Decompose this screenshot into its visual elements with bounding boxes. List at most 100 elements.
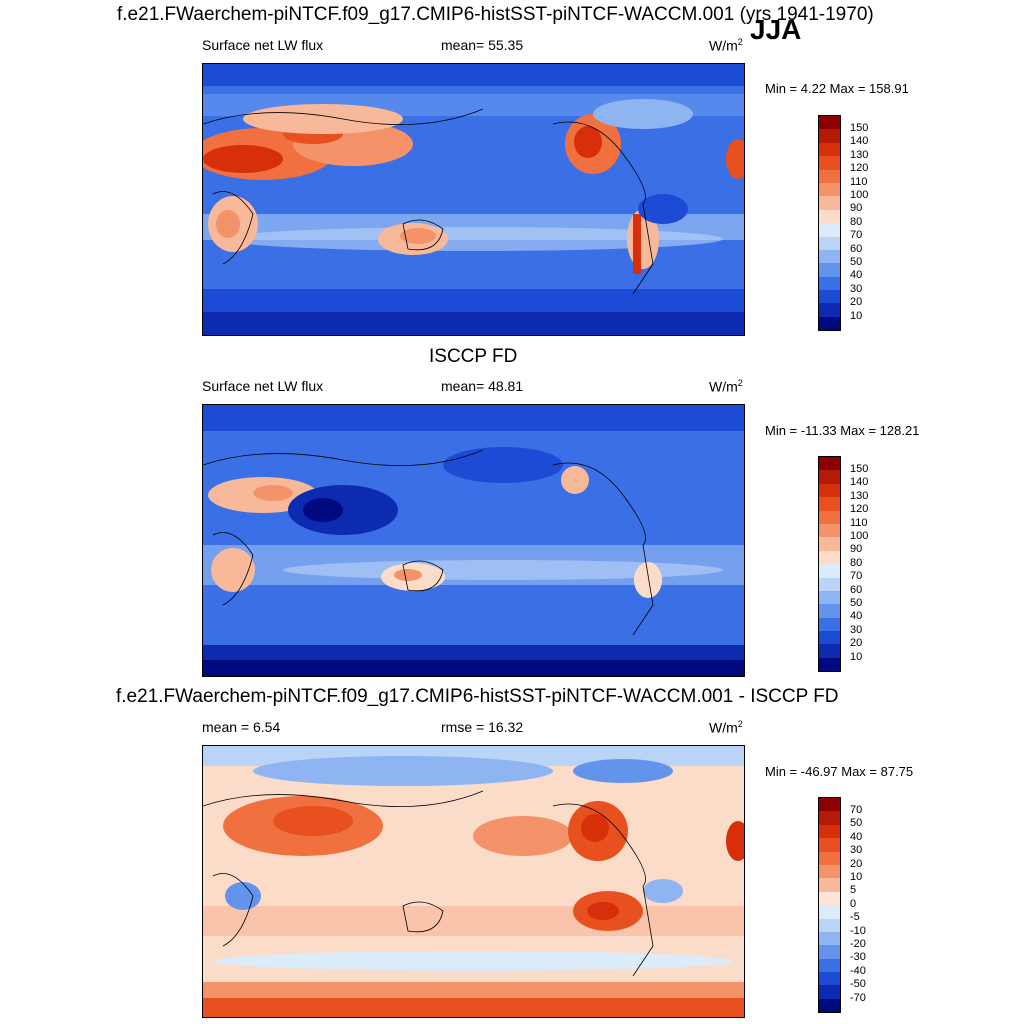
panel2-colorbar-tick-label: 140: [850, 476, 869, 489]
panel3-colorbar-swatch: [819, 918, 840, 932]
panel1-minmax: Min = 4.22 Max = 158.91: [765, 81, 909, 96]
panel1-colorbar-swatch: [819, 142, 840, 157]
panel1-colorbar-tick-label: 120: [850, 162, 869, 175]
season-label: JJA: [750, 14, 802, 45]
panel1-colorbar-swatch: [819, 303, 840, 317]
panel1-colorbar-swatch: [819, 209, 840, 224]
panel1-map: [202, 63, 745, 336]
panel1-colorbar-tick-label: 50: [850, 255, 863, 268]
panel3-colorbar-tick-label: -30: [850, 951, 866, 964]
panel3-colorbar-swatch: [819, 905, 840, 919]
panel2-colorbar-swatch: [819, 537, 840, 551]
panel2-colorbar-swatch: [819, 631, 840, 645]
panel2-colorbar-tick-label: 110: [850, 516, 868, 529]
panel1-mean: mean= 55.35: [441, 37, 524, 53]
panel3-colorbar-tick-label: 20: [850, 857, 863, 870]
panel2-colorbar-tick-label: 30: [850, 623, 863, 636]
panel2-title: ISCCP FD: [429, 346, 518, 367]
panel1-colorbar-swatch: [819, 249, 840, 264]
panel3-colorbar-tick-label: 30: [850, 844, 863, 857]
panel1-colorbar-swatch: [819, 182, 840, 197]
panel1-colorbar-tick-label: 20: [850, 296, 863, 309]
panel2-mean: mean= 48.81: [441, 378, 524, 394]
panel3-colorbar-swatch: [819, 931, 840, 946]
panel1-colorbar-tick-label: 70: [850, 229, 863, 242]
panel2-units: W/m2: [709, 378, 743, 395]
panel1-variable: Surface net LW flux: [202, 37, 324, 53]
panel3-rmse: rmse = 16.32: [441, 719, 524, 735]
panel1-title: f.e21.FWaerchem-piNTCF.f09_g17.CMIP6-his…: [117, 4, 874, 25]
panel2-colorbar-tick-label: 120: [850, 503, 869, 516]
panel2-colorbar-swatch: [819, 483, 840, 498]
panel2-colorbar-tick-label: 20: [850, 637, 863, 650]
panel2-colorbar-tick-label: 50: [850, 596, 863, 609]
panel1-colorbar-tick-label: 40: [850, 269, 863, 282]
panel2-colorbar-swatch: [819, 590, 840, 605]
panel3-title: f.e21.FWaerchem-piNTCF.f09_g17.CMIP6-his…: [116, 686, 839, 707]
panel2-colorbar-tick-label: 150: [850, 462, 869, 475]
panel2-colorbar-swatch: [819, 657, 840, 672]
panel1-colorbar-swatch: [819, 223, 840, 237]
panel3-colorbar-swatch: [819, 945, 840, 959]
panel1-colorbar-tick-label: 110: [850, 175, 868, 188]
panel1-units: W/m2: [709, 37, 743, 54]
panel3-colorbar-tick-label: -50: [850, 978, 866, 991]
panel3-colorbar-tick-label: 50: [850, 817, 863, 830]
panel1-colorbar-swatch: [819, 116, 840, 130]
panel3-colorbar-swatch: [819, 838, 840, 852]
panel1-colorbar-swatch: [819, 290, 840, 304]
panel2-colorbar-swatch: [819, 497, 840, 511]
panel2-colorbar-swatch: [819, 617, 840, 632]
panel2-colorbar-tick-label: 40: [850, 610, 863, 623]
panel1-colorbar-tick-label: 150: [850, 121, 869, 134]
panel3-colorbar-swatch: [819, 811, 840, 825]
panel2-colorbar-tick-label: 90: [850, 543, 863, 556]
panel2-minmax: Min = -11.33 Max = 128.21: [765, 423, 920, 438]
panel2-colorbar-swatch: [819, 550, 840, 565]
panel3-map: [202, 745, 745, 1018]
panel2-colorbar-swatch: [819, 604, 840, 618]
panel1-colorbar-tick-label: 90: [850, 202, 863, 215]
panel2-colorbar-tick-label: 60: [850, 583, 863, 596]
panel3-colorbar-swatch: [819, 798, 840, 812]
panel2-colorbar-swatch: [819, 564, 840, 578]
panel1-colorbar-tick-label: 130: [850, 148, 869, 161]
panel3-colorbar-tick-label: -5: [850, 911, 860, 924]
panel2-colorbar-tick-label: 80: [850, 556, 863, 569]
panel1-map-field: [203, 64, 744, 335]
panel1-colorbar-swatch: [819, 236, 840, 250]
panel3-minmax: Min = -46.97 Max = 87.75: [765, 764, 914, 779]
panel1-colorbar-tick-label: 140: [850, 135, 869, 148]
panel3-colorbar-tick-label: -40: [850, 964, 866, 977]
panel1-colorbar-tick-label: 80: [850, 215, 863, 228]
panel3-colorbar-swatch: [819, 864, 840, 879]
panel3-colorbar-swatch: [819, 891, 840, 906]
panel2-colorbar-tick-label: 70: [850, 570, 863, 583]
panel1-colorbar-swatches: [818, 115, 841, 332]
panel2-colorbar-tick-label: 130: [850, 489, 869, 502]
panel1-colorbar-swatch: [819, 196, 840, 210]
panel2-colorbar-swatch: [819, 523, 840, 538]
panel2-colorbar-tick-label: 10: [850, 650, 863, 663]
panel3-colorbar-swatch: [819, 851, 840, 865]
panel1-colorbar-swatch: [819, 316, 840, 331]
panel1-colorbar-swatch: [819, 169, 840, 183]
panel3-colorbar-swatch: [819, 972, 840, 986]
panel2-map: [202, 404, 745, 677]
panel3-colorbar-swatch: [819, 958, 840, 973]
panel2-colorbar-swatch: [819, 510, 840, 524]
panel1-colorbar-swatch: [819, 129, 840, 143]
panel1-colorbar-swatch: [819, 263, 840, 277]
panel1-colorbar-tick-label: 100: [850, 188, 869, 201]
panel3-colorbar-swatch: [819, 878, 840, 892]
panel3-colorbar-tick-label: -20: [850, 937, 866, 950]
panel3-colorbar-tick-label: -70: [850, 991, 866, 1004]
panel2-variable: Surface net LW flux: [202, 378, 324, 394]
panel2-colorbar-swatches: [818, 456, 841, 673]
panel3-colorbar-tick-label: 40: [850, 830, 863, 843]
panel3-colorbar-swatch: [819, 998, 840, 1013]
panel3-colorbar-swatches: [818, 797, 841, 1014]
panel2-colorbar-swatch: [819, 577, 840, 591]
panel2-colorbar-swatch: [819, 644, 840, 658]
panel1-colorbar-tick-label: 60: [850, 242, 863, 255]
